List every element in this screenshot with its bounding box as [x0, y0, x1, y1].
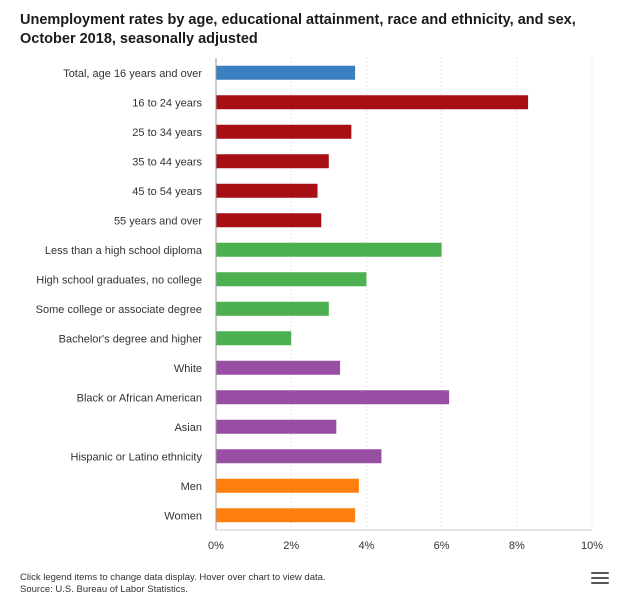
- bar[interactable]: [216, 183, 318, 198]
- bar[interactable]: [216, 508, 356, 523]
- x-tick-label: 2%: [283, 540, 299, 552]
- category-label: Less than a high school diploma: [45, 245, 203, 257]
- category-label: 55 years and over: [114, 215, 202, 227]
- bar[interactable]: [216, 449, 382, 464]
- category-label: 16 to 24 years: [132, 97, 202, 109]
- chart-title: Unemployment rates by age, educational a…: [20, 11, 610, 49]
- category-label: 45 to 54 years: [132, 186, 202, 198]
- footer-source: Source: U.S. Bureau of Labor Statistics.: [20, 584, 188, 595]
- bar[interactable]: [216, 95, 529, 110]
- category-label: Bachelor's degree and higher: [59, 333, 203, 345]
- category-label: Some college or associate degree: [36, 304, 202, 316]
- bar[interactable]: [216, 242, 442, 257]
- bar[interactable]: [216, 360, 341, 375]
- bar[interactable]: [216, 390, 450, 405]
- bar[interactable]: [216, 301, 329, 316]
- x-tick-label: 10%: [581, 540, 603, 552]
- menu-icon-line: [591, 582, 609, 584]
- x-tick-label: 4%: [358, 540, 374, 552]
- category-label: Women: [164, 510, 202, 522]
- category-label: High school graduates, no college: [36, 274, 202, 286]
- bar[interactable]: [216, 124, 352, 139]
- category-label: 25 to 34 years: [132, 127, 202, 139]
- bar[interactable]: [216, 213, 322, 228]
- category-label: Total, age 16 years and over: [63, 68, 202, 80]
- x-tick-label: 6%: [434, 540, 450, 552]
- bar[interactable]: [216, 272, 367, 287]
- x-tick-label: 0%: [208, 540, 224, 552]
- menu-icon-line: [591, 577, 609, 579]
- category-label: Men: [181, 481, 202, 493]
- footer-note: Click legend items to change data displa…: [20, 572, 326, 583]
- category-label: White: [174, 363, 202, 375]
- hamburger-menu-icon[interactable]: [590, 570, 610, 586]
- x-tick-label: 8%: [509, 540, 525, 552]
- chart-title-line-1: Unemployment rates by age, educational a…: [20, 12, 576, 28]
- bar[interactable]: [216, 478, 359, 493]
- bar[interactable]: [216, 154, 329, 169]
- category-label: Asian: [174, 422, 202, 434]
- bar[interactable]: [216, 419, 337, 434]
- menu-icon-line: [591, 572, 609, 574]
- chart-title-line-2: October 2018, seasonally adjusted: [20, 31, 258, 47]
- bar[interactable]: [216, 331, 292, 346]
- category-label: 35 to 44 years: [132, 156, 202, 168]
- category-label: Black or African American: [77, 392, 202, 404]
- chart-footer: Click legend items to change data displa…: [20, 572, 326, 596]
- bar[interactable]: [216, 65, 356, 80]
- category-label: Hispanic or Latino ethnicity: [71, 451, 203, 463]
